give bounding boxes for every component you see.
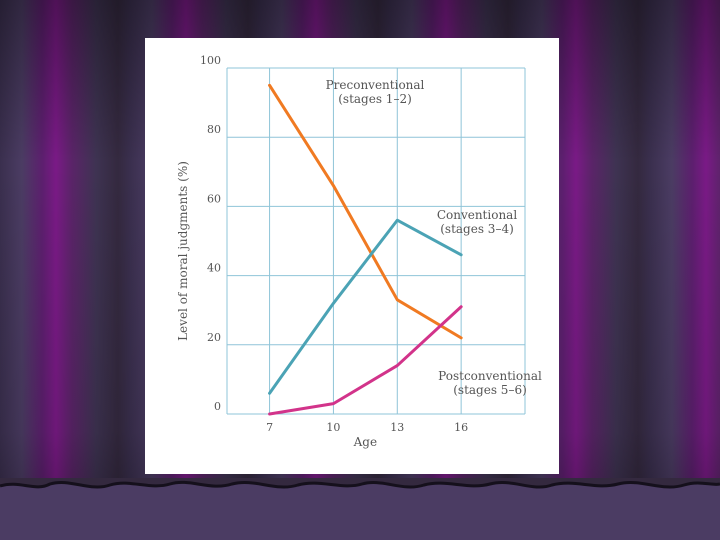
stage-floor	[0, 478, 720, 540]
y-tick-label: 0	[214, 400, 221, 413]
series-lines	[268, 83, 463, 416]
series-line-postconventional	[268, 305, 463, 416]
y-tick-label: 40	[207, 262, 221, 275]
series-sublabel-postconventional: (stages 5–6)	[453, 383, 527, 397]
chart-panel: 0 20 40 60 80 100 7 10 13 16 Preconventional (sta…	[145, 38, 559, 474]
series-label-postconventional: Postconventional	[438, 369, 542, 383]
grid-lines	[226, 67, 526, 415]
series-label-preconventional: Preconventional	[326, 78, 425, 92]
series-sublabel-preconventional: (stages 1–2)	[338, 92, 412, 106]
series-labels: Preconventional(stages 1–2)Conventional(…	[326, 78, 542, 397]
y-tick-label: 60	[207, 192, 221, 205]
x-tick-labels: 7 10 13 16	[266, 421, 468, 434]
x-tick-label: 16	[454, 421, 468, 434]
series-line-conventional	[268, 218, 463, 395]
y-axis-label: Level of moral judgments (%)	[176, 161, 190, 341]
y-tick-label: 80	[207, 123, 221, 136]
y-tick-labels: 0 20 40 60 80 100	[200, 54, 221, 413]
series-sublabel-conventional: (stages 3–4)	[440, 222, 514, 236]
x-tick-label: 10	[326, 421, 340, 434]
x-axis-label: Age	[353, 435, 377, 449]
series-line-preconventional	[268, 83, 463, 340]
y-tick-label: 100	[200, 54, 221, 67]
x-tick-label: 7	[266, 421, 273, 434]
y-tick-label: 20	[207, 331, 221, 344]
x-tick-label: 13	[390, 421, 404, 434]
series-label-conventional: Conventional	[437, 208, 518, 222]
